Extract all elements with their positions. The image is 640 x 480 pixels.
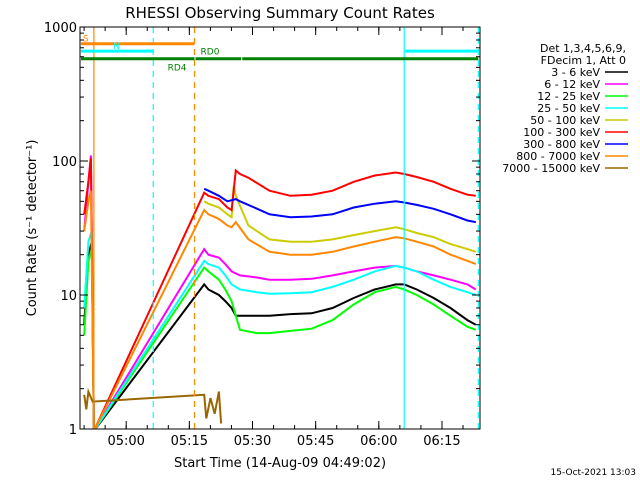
y-tick-label: 10 [60,289,77,304]
x-tick-label: 05:00 [107,434,144,449]
flags-layer: S N RD4 RD0 [81,35,479,74]
series-6-line [203,187,476,224]
legend-header: FDecim 1, Att 0 [541,54,626,67]
axes-layer: 1 10 100 1000 05:00 05:15 05:30 05:45 06:00 06:15 [44,21,480,449]
footer-date: 15-Oct-2021 13:03 [551,468,636,478]
legend-entry-label: 3 - 6 keV [551,66,600,79]
y-tick-label: 1 [69,423,77,438]
y-tick-label: 1000 [44,21,77,36]
legend-entry-label: 7000 - 15000 keV [502,162,600,175]
legend: Det 1,3,4,5,6,9,FDecim 1, Att 03 - 6 keV… [502,42,628,175]
legend-entry-label: 100 - 300 keV [523,126,600,139]
legend-entry-label: 12 - 25 keV [537,90,600,103]
legend-entry-label: 800 - 7000 keV [516,150,600,163]
x-tick-label: 05:15 [171,434,208,449]
x-tick-label: 05:30 [234,434,271,449]
x-tick-label: 06:15 [423,434,460,449]
flag-label: RD4 [168,64,187,74]
chart-title: RHESSI Observing Summary Count Rates [125,4,435,22]
flag-label: S [83,35,89,45]
y-axis-label: Count Rate (s⁻¹ detector⁻¹) [25,140,40,317]
plot-frame [79,26,481,430]
flag-label: RD0 [201,48,220,58]
x-tick-label: 05:45 [297,434,334,449]
x-axis-label: Start Time (14-Aug-09 04:49:02) [174,456,386,471]
markers-layer [93,27,479,429]
series-layer [83,155,477,429]
x-tick-label: 06:00 [360,434,397,449]
series-8-line [83,387,223,424]
legend-entry-label: 50 - 100 keV [530,114,600,127]
series-4-line [203,185,477,253]
series-2-line [83,248,477,429]
flag-label: N [113,42,120,52]
legend-entry-label: 6 - 12 keV [544,78,600,91]
y-tick-label: 100 [52,155,77,170]
series-3-line [83,230,477,429]
legend-header: Det 1,3,4,5,6,9, [540,42,626,55]
legend-entry-label: 25 - 50 keV [537,102,600,115]
legend-entry-label: 300 - 800 keV [523,138,600,151]
series-7-line [83,190,477,429]
series-5-line [83,158,476,429]
series-0-line [83,241,477,429]
